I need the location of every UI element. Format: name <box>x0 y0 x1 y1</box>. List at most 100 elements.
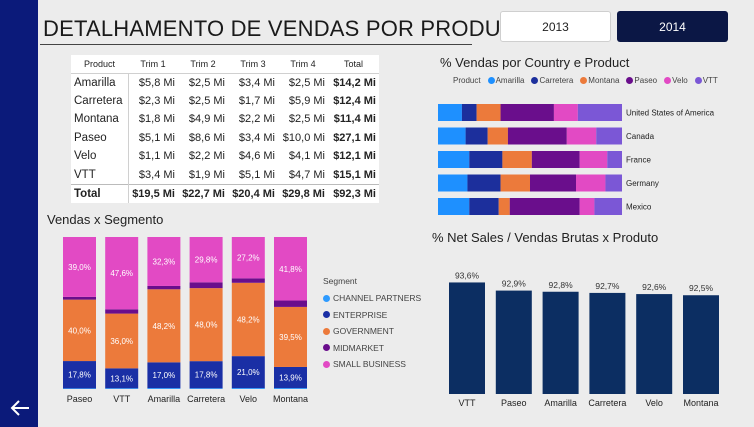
segment-bar-segment[interactable] <box>63 361 96 389</box>
country-bar-segment[interactable] <box>579 151 608 168</box>
country-bar-segment[interactable] <box>605 174 622 192</box>
total-value-cell: $20,4 Mi <box>228 183 278 203</box>
segment-bar-segment[interactable] <box>105 237 139 310</box>
country-bar-segment[interactable] <box>438 127 466 145</box>
arrow-left-icon[interactable] <box>8 396 32 420</box>
legend-item[interactable]: Montana <box>580 76 619 85</box>
segment-bar-segment[interactable] <box>274 306 307 367</box>
country-bar-segment[interactable] <box>502 151 532 168</box>
country-bar-segment[interactable] <box>596 127 622 145</box>
segment-bar-segment[interactable] <box>231 237 265 279</box>
column-header[interactable]: Trim 4 <box>278 55 328 74</box>
value-cell: $1,9 Mi <box>188 168 225 181</box>
column-header[interactable]: Trim 1 <box>128 55 178 74</box>
segment-bar-segment[interactable] <box>63 388 96 389</box>
segment-bar-segment[interactable] <box>147 289 181 363</box>
legend-item[interactable]: Velo <box>664 76 688 85</box>
country-bar-segment[interactable] <box>438 104 462 121</box>
segment-bar-segment[interactable] <box>105 309 139 314</box>
country-bar-segment[interactable] <box>461 104 477 121</box>
country-bar-segment[interactable] <box>576 174 606 192</box>
country-bar-segment[interactable] <box>553 104 578 121</box>
country-bar-segment[interactable] <box>594 198 622 215</box>
segment-bar-segment[interactable] <box>63 237 96 297</box>
country-bar-segment[interactable] <box>530 174 576 192</box>
value-cell: $2,2 Mi <box>238 113 275 126</box>
table-row[interactable]: Montana $1,8 Mi $4,9 Mi $2,2 Mi $2,5 Mi … <box>71 110 379 129</box>
country-bar-segment[interactable] <box>509 198 580 215</box>
segment-bar-segment[interactable] <box>231 388 265 389</box>
country-bar-segment[interactable] <box>487 127 508 145</box>
net-sales-bar[interactable] <box>495 290 532 394</box>
segment-bar-segment[interactable] <box>105 368 139 389</box>
table-row[interactable]: VTT $3,4 Mi $1,9 Mi $5,1 Mi $4,7 Mi $15,… <box>71 165 379 184</box>
segment-bar-segment[interactable] <box>231 278 265 283</box>
country-bar-segment[interactable] <box>566 127 597 145</box>
country-bar-segment[interactable] <box>500 174 530 192</box>
country-bar-segment[interactable] <box>469 151 503 168</box>
legend-item[interactable]: Carretera <box>531 76 573 85</box>
country-bar-segment[interactable] <box>438 198 470 215</box>
net-sales-bar[interactable] <box>683 295 719 394</box>
year-button-2014[interactable]: 2014 <box>617 11 728 42</box>
segment-bar-segment[interactable] <box>189 237 223 283</box>
segment-bar-segment[interactable] <box>189 288 223 362</box>
legend-label: Montana <box>588 76 620 85</box>
legend-item[interactable]: GOVERNMENT <box>323 323 421 340</box>
segment-bar-segment[interactable] <box>147 285 181 290</box>
table-row[interactable]: Paseo $5,1 Mi $8,6 Mi $3,4 Mi $10,0 Mi $… <box>71 128 379 147</box>
segment-bar-segment[interactable] <box>189 282 223 289</box>
country-bar-segment[interactable] <box>507 127 567 145</box>
net-sales-bar[interactable] <box>589 292 626 394</box>
column-header[interactable]: Product <box>71 55 128 74</box>
net-sales-bar[interactable] <box>542 291 579 394</box>
segment-bar-segment[interactable] <box>274 300 307 307</box>
country-bar-segment[interactable] <box>579 198 595 215</box>
country-bar-segment[interactable] <box>531 151 580 168</box>
segment-bar-segment[interactable] <box>147 388 181 389</box>
segment-bar-segment[interactable] <box>189 361 223 389</box>
country-bar-segment[interactable] <box>498 198 510 215</box>
legend-dot <box>487 77 495 84</box>
country-label: Canada <box>626 132 655 141</box>
country-bar-segment[interactable] <box>607 151 622 168</box>
net-sales-bar[interactable] <box>636 294 673 394</box>
total-cell: $12,1 Mi <box>333 150 376 163</box>
segment-bar-segment[interactable] <box>63 296 96 300</box>
legend-item[interactable]: SMALL BUSINESS <box>323 356 421 373</box>
column-header[interactable]: Trim 2 <box>178 55 228 74</box>
segment-bar-segment[interactable] <box>63 299 96 362</box>
segment-bar-segment[interactable] <box>147 362 181 389</box>
net-sales-chart: 93,6% VTT 92,9% Paseo 92,8% Amarilla 92,7% Carr… <box>449 270 719 408</box>
segment-bar-segment[interactable] <box>274 237 307 301</box>
country-bar-segment[interactable] <box>500 104 554 121</box>
segment-bar-segment[interactable] <box>274 388 307 389</box>
segment-bar-segment[interactable] <box>274 366 307 389</box>
legend-item[interactable]: Amarilla <box>487 76 524 85</box>
table-row[interactable]: Velo $1,1 Mi $2,2 Mi $4,6 Mi $4,1 Mi $12… <box>71 147 379 166</box>
segment-bar-segment[interactable] <box>231 282 265 357</box>
country-bar-segment[interactable] <box>577 104 622 121</box>
segment-bar-segment[interactable] <box>147 237 181 286</box>
table-row[interactable]: Carretera $2,3 Mi $2,5 Mi $1,7 Mi $5,9 M… <box>71 91 379 110</box>
country-bar-segment[interactable] <box>469 198 499 215</box>
segment-bar-segment[interactable] <box>189 388 223 389</box>
country-bar-segment[interactable] <box>438 174 468 192</box>
legend-item[interactable]: Paseo <box>626 76 657 85</box>
segment-bar-segment[interactable] <box>105 388 139 389</box>
segment-bar-segment[interactable] <box>105 313 139 369</box>
net-sales-bar[interactable] <box>449 282 485 394</box>
legend-item[interactable]: CHANNEL PARTNERS <box>323 290 421 307</box>
legend-item[interactable]: ENTERPRISE <box>323 307 421 324</box>
year-button-2013[interactable]: 2013 <box>500 11 611 42</box>
legend-item[interactable]: MIDMARKET <box>323 340 421 357</box>
country-bar-segment[interactable] <box>476 104 501 121</box>
column-header[interactable]: Trim 3 <box>228 55 278 74</box>
table-row[interactable]: Amarilla $5,8 Mi $2,5 Mi $3,4 Mi $2,5 Mi… <box>71 73 379 92</box>
column-header[interactable]: Total <box>328 55 379 74</box>
country-bar-segment[interactable] <box>467 174 501 192</box>
country-bar-segment[interactable] <box>438 151 470 168</box>
country-bar-segment[interactable] <box>465 127 488 145</box>
legend-item[interactable]: VTT <box>694 76 718 85</box>
segment-bar-segment[interactable] <box>231 356 265 389</box>
